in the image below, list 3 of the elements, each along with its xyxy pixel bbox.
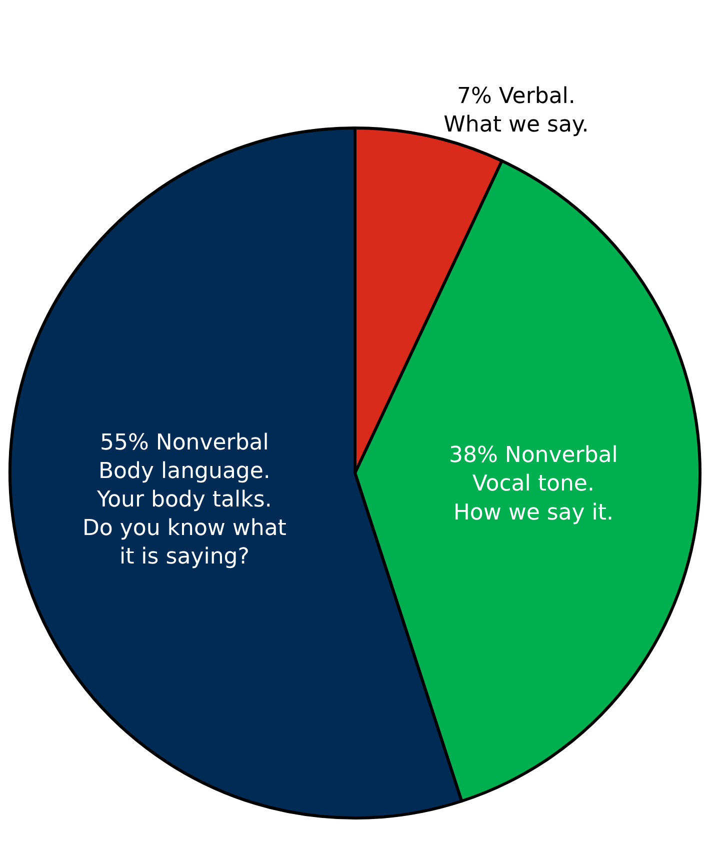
slice-label: 38% Nonverbal Vocal tone. How we say it.: [448, 443, 618, 526]
slice-label: 55% Nonverbal Body language. Your body talks. Do you know what it is saying?: [82, 430, 287, 570]
slice-label: 7% Verbal. What we say.: [444, 84, 589, 138]
